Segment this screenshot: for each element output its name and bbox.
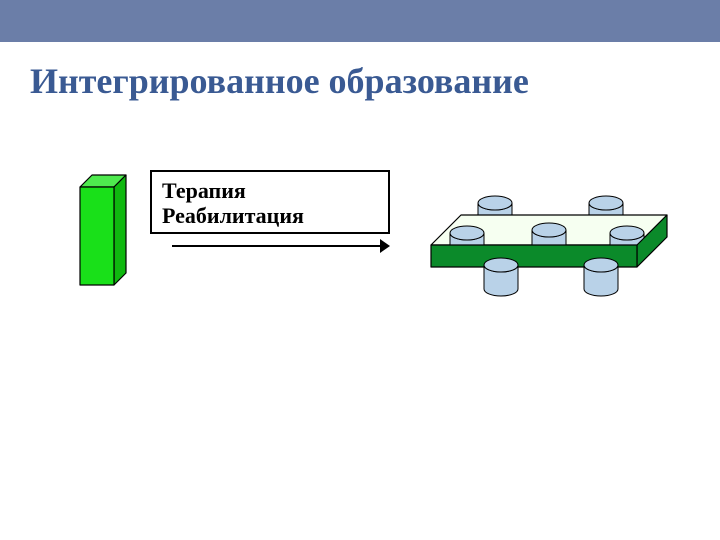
slide-canvas: Интегрированное образование Терапия Реаб… [0,0,720,540]
arrow-head-icon [380,239,390,253]
green-prism-shape [80,175,128,287]
arrow-shaft [172,245,380,247]
platform-shape [430,185,668,295]
